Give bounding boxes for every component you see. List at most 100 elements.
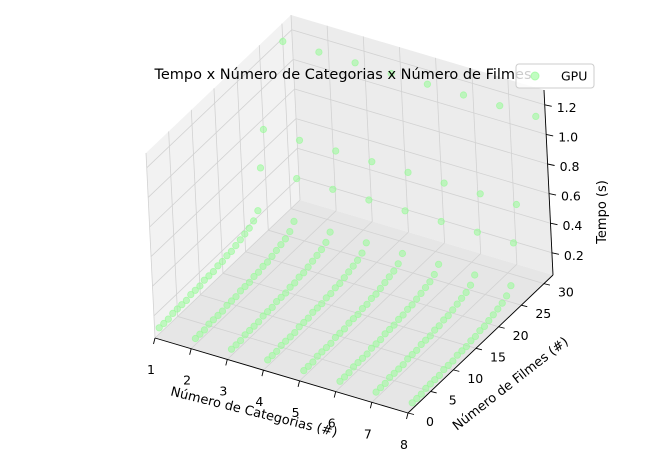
data-point <box>351 59 359 67</box>
x-tick <box>406 412 409 420</box>
y-tick-label: 5 <box>449 392 457 407</box>
data-point <box>232 293 240 301</box>
data-point <box>332 147 340 155</box>
grid-lines <box>145 14 554 414</box>
data-point <box>385 325 394 334</box>
data-point <box>394 315 403 323</box>
data-point <box>471 271 479 279</box>
grid-line-y-left <box>258 45 269 231</box>
data-point <box>281 235 289 243</box>
data-points <box>155 37 540 407</box>
y-tick <box>475 347 483 351</box>
data-point <box>241 230 249 238</box>
data-point <box>340 325 349 333</box>
data-point <box>169 309 177 317</box>
data-point <box>250 322 258 330</box>
data-point <box>476 327 484 335</box>
grid-line-y-left <box>213 88 224 274</box>
grid-line-x-back <box>399 47 409 233</box>
grid-line-x-floor <box>263 231 409 371</box>
data-point <box>277 241 285 249</box>
data-point <box>279 37 287 46</box>
data-point <box>376 284 384 292</box>
data-point <box>431 326 439 334</box>
data-point <box>507 282 515 290</box>
data-point <box>466 281 475 289</box>
pane-back <box>291 15 553 275</box>
grid-line-z-back <box>291 29 545 106</box>
chart-title: Tempo x Número de Categorias x Número de… <box>153 67 531 83</box>
data-point <box>205 320 213 328</box>
data-point <box>422 336 430 344</box>
grid-line-z-left <box>149 88 295 228</box>
data-point <box>263 258 272 266</box>
data-point <box>304 314 312 322</box>
data-point <box>453 351 461 359</box>
x-tick-label: 4 <box>255 394 263 409</box>
data-point <box>293 175 301 183</box>
grid-line-x-back <box>326 25 337 211</box>
z-tick-label: 1.2 <box>557 100 577 115</box>
data-point <box>273 347 281 355</box>
data-point <box>264 356 272 364</box>
data-point <box>336 279 344 288</box>
data-point <box>232 242 240 250</box>
data-point <box>182 296 190 304</box>
x-tick-label: 5 <box>292 405 300 420</box>
data-point <box>331 284 339 292</box>
z-axis-label: Tempo (s) <box>595 180 610 245</box>
data-point <box>458 347 466 355</box>
y-tick-label: 10 <box>467 371 483 386</box>
data-point <box>227 297 236 305</box>
z-axis-line <box>543 89 554 276</box>
data-point <box>227 345 236 353</box>
grid-line-z-left <box>147 59 294 198</box>
data-point <box>327 289 335 298</box>
data-point <box>336 377 344 385</box>
data-point <box>214 262 222 270</box>
grid-line-x-floor <box>227 221 373 360</box>
data-point <box>363 350 371 358</box>
x-tick-label: 6 <box>328 416 336 431</box>
data-point <box>241 331 249 339</box>
data-point <box>345 369 353 377</box>
data-point <box>291 279 299 287</box>
data-point <box>372 388 380 396</box>
data-point <box>532 112 540 121</box>
data-point <box>354 358 362 367</box>
data-point <box>236 287 245 295</box>
data-point <box>345 268 353 276</box>
grid-line-x-floor <box>299 242 445 382</box>
data-point <box>462 288 470 297</box>
y-tick <box>543 283 551 286</box>
grid-line-x-back <box>471 68 482 254</box>
data-point <box>404 355 412 363</box>
data-point <box>423 80 431 88</box>
data-point <box>313 251 321 259</box>
data-point <box>476 190 484 198</box>
data-point <box>496 102 504 110</box>
data-point <box>308 257 317 265</box>
data-point <box>205 272 213 280</box>
z-tick <box>544 104 552 107</box>
data-point <box>272 297 281 306</box>
data-point <box>300 318 308 327</box>
data-point <box>467 337 475 345</box>
data-point <box>376 335 385 344</box>
y-tick-label: 25 <box>535 306 551 321</box>
data-point <box>363 300 371 308</box>
data-point <box>502 292 511 300</box>
x-tick <box>297 380 301 387</box>
z-tick <box>546 133 554 137</box>
data-point <box>295 273 303 281</box>
data-point <box>187 290 195 299</box>
data-point <box>268 303 276 311</box>
data-point <box>367 294 375 303</box>
grid-line-x-back <box>435 57 445 243</box>
data-point <box>282 289 290 297</box>
data-point <box>390 321 398 329</box>
data-point <box>160 319 168 328</box>
data-point <box>349 363 358 371</box>
data-point <box>191 334 199 343</box>
